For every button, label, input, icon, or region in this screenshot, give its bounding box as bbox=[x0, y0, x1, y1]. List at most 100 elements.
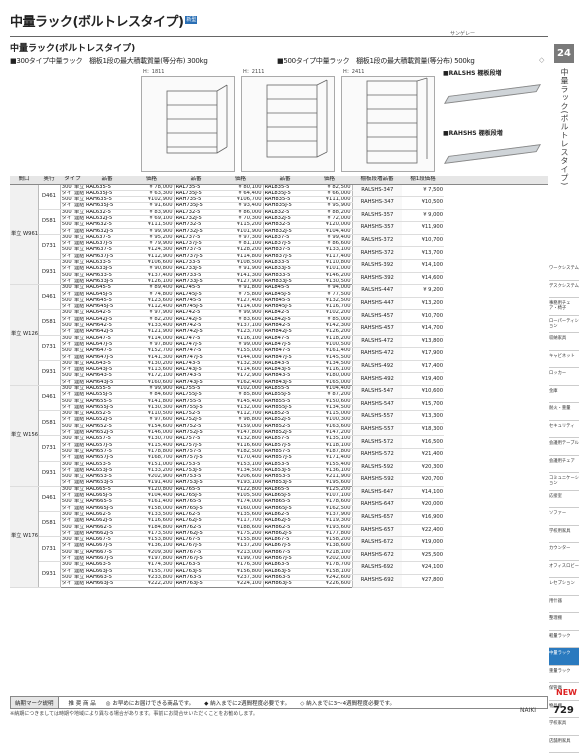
category-nav-item[interactable]: 事務用チェア・椅子 bbox=[549, 298, 579, 316]
board-price: ¥14,100 bbox=[402, 486, 444, 499]
board-price: ¥20,300 bbox=[402, 461, 444, 474]
mount-cell: 単立 bbox=[73, 511, 85, 517]
board-code: RAHSHS-492 bbox=[352, 373, 402, 386]
mount-cell: 単立 bbox=[73, 197, 85, 203]
type-cell: 300 bbox=[60, 461, 73, 467]
category-nav-item[interactable]: デスクシステム bbox=[549, 281, 579, 299]
category-nav-item[interactable]: 重量ラック bbox=[549, 666, 579, 684]
board-price: ¥18,300 bbox=[402, 423, 444, 436]
category-nav-item[interactable]: 会議用テーブル bbox=[549, 438, 579, 456]
mount-cell: 単立 bbox=[73, 297, 85, 303]
type-cell: 300 bbox=[60, 360, 73, 366]
section-title: 中量ラック(ボルトレスタイプ) bbox=[10, 41, 135, 54]
category-nav-item[interactable]: 学校用家具 bbox=[549, 526, 579, 544]
mount-cell: 単立 bbox=[73, 448, 85, 454]
category-nav-item[interactable]: カウンター bbox=[549, 543, 579, 561]
board-code: RAHSHS-457 bbox=[352, 323, 402, 336]
category-nav-item[interactable]: オフィスロビー bbox=[549, 561, 579, 579]
mount-cell: 連結 bbox=[73, 316, 85, 322]
product-code: RAH863J-5 bbox=[263, 581, 307, 587]
spec-300: ■300タイプ中量ラック 棚板1段の最大積載質量(等分布) 300kg bbox=[10, 56, 207, 66]
mount-cell: 連結 bbox=[73, 417, 85, 423]
mount-cell: 単立 bbox=[73, 398, 85, 404]
category-nav-item[interactable]: ロッカー bbox=[549, 368, 579, 386]
depth-cell: D731 bbox=[38, 234, 60, 259]
category-nav-item[interactable]: 中量ラック bbox=[549, 648, 579, 666]
brand-name: NAIKI bbox=[520, 707, 536, 714]
mount-cell: 連結 bbox=[73, 304, 85, 310]
type-cell: 300 bbox=[60, 234, 73, 240]
depth-cell: D461 bbox=[38, 486, 60, 511]
header-price-1: 価格 bbox=[129, 176, 174, 184]
depth-cell: D731 bbox=[38, 335, 60, 360]
type-cell: タイプ bbox=[60, 253, 73, 259]
category-nav-item[interactable]: キャビネット bbox=[549, 351, 579, 369]
category-nav-item[interactable]: ローパーティション bbox=[549, 316, 579, 334]
mount-cell: 単立 bbox=[73, 272, 85, 278]
table-row: タイプ連結RAH647J-5¥141,300RAH747J-5¥144,000R… bbox=[10, 354, 548, 360]
mount-cell: 連結 bbox=[73, 228, 85, 234]
type-cell: 300 bbox=[60, 184, 73, 190]
mount-cell: 単立 bbox=[73, 360, 85, 366]
table-row: タイプ連結RAH663J-5¥222,200RAH763J-5¥224,100R… bbox=[10, 581, 548, 587]
board-price: ¥14,700 bbox=[402, 323, 444, 336]
mount-cell: 連結 bbox=[73, 480, 85, 486]
category-nav-item[interactable]: ソファー bbox=[549, 508, 579, 526]
type-cell: タイプ bbox=[60, 367, 73, 373]
board-price: ¥10,500 bbox=[402, 197, 444, 210]
header-depth: 奥行 bbox=[38, 176, 60, 184]
category-nav-item[interactable]: 金庫 bbox=[549, 386, 579, 404]
category-nav-item[interactable]: 応接室 bbox=[549, 491, 579, 509]
category-nav-item[interactable]: 会議用チェア bbox=[549, 456, 579, 474]
mount-cell: 単立 bbox=[73, 386, 85, 392]
category-nav-item[interactable]: 学校家具 bbox=[549, 718, 579, 736]
type-cell: タイプ bbox=[60, 392, 73, 398]
board-price: ¥27,800 bbox=[402, 574, 444, 587]
mount-cell: 連結 bbox=[73, 442, 85, 448]
table-header-row: 間口 奥行 タイプ 品番 価格 品番 価格 品番 価格 棚板段増品番 棚1段価格 bbox=[10, 176, 548, 184]
type-cell: タイプ bbox=[60, 354, 73, 360]
board-code: RAHSHS-392 bbox=[352, 272, 402, 285]
header-price-2: 価格 bbox=[218, 176, 263, 184]
depth-cell: D461 bbox=[38, 285, 60, 310]
header-code-2: 品番 bbox=[174, 176, 218, 184]
category-nav-item[interactable]: ワークシステム bbox=[549, 263, 579, 281]
board-price: ¥10,700 bbox=[402, 310, 444, 323]
board-code: RALSHS-647 bbox=[352, 486, 402, 499]
category-nav-item[interactable]: 整理棚 bbox=[549, 613, 579, 631]
type-cell: タイプ bbox=[60, 430, 73, 436]
category-nav-item[interactable]: 収納家具 bbox=[549, 333, 579, 351]
header-code-1: 品番 bbox=[85, 176, 129, 184]
mount-cell: 単立 bbox=[73, 184, 85, 190]
mount-cell: 連結 bbox=[73, 329, 85, 335]
category-nav-item[interactable]: 用什器 bbox=[549, 596, 579, 614]
mount-cell: 連結 bbox=[73, 367, 85, 373]
category-nav-item[interactable]: コミュニケーション bbox=[549, 473, 579, 491]
category-nav-item[interactable]: セキュリティ bbox=[549, 421, 579, 439]
table-row: タイプ連結RAL663J-5¥155,700RAL763J-5¥156,800R… bbox=[10, 568, 548, 574]
type-cell: タイプ bbox=[60, 543, 73, 549]
price-cell: ¥226,600 bbox=[307, 581, 352, 587]
type-cell: タイプ bbox=[60, 568, 73, 574]
category-nav-item[interactable]: 店舗用家具 bbox=[549, 736, 579, 753]
mount-cell: 単立 bbox=[73, 486, 85, 492]
category-nav-item[interactable]: 軽量ラック bbox=[549, 631, 579, 649]
mount-cell: 連結 bbox=[73, 568, 85, 574]
type-cell: 300 bbox=[60, 209, 73, 215]
category-nav-item[interactable]: 耐火・重量 bbox=[549, 403, 579, 421]
category-nav-item[interactable]: レセプション bbox=[549, 578, 579, 596]
